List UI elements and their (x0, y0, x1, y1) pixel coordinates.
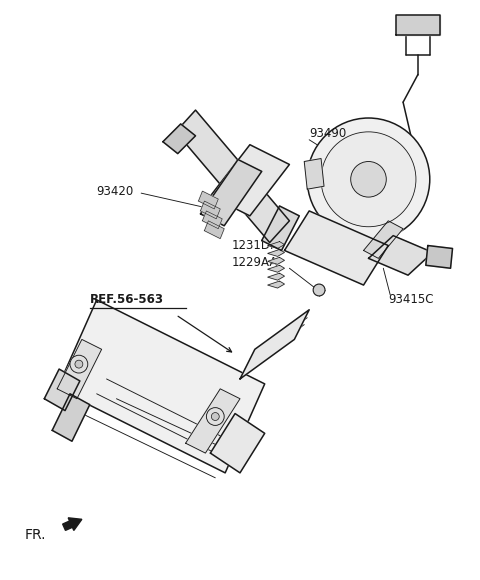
Polygon shape (426, 245, 453, 269)
Polygon shape (201, 160, 262, 226)
Polygon shape (57, 339, 102, 398)
Text: REF.56-563: REF.56-563 (90, 293, 164, 306)
Circle shape (321, 132, 416, 227)
Polygon shape (57, 300, 264, 473)
Circle shape (351, 161, 386, 197)
Polygon shape (176, 110, 289, 242)
Circle shape (206, 408, 224, 425)
Circle shape (70, 355, 88, 373)
Polygon shape (262, 206, 300, 251)
Polygon shape (268, 249, 285, 256)
Polygon shape (363, 221, 403, 258)
Text: 93420: 93420 (96, 184, 134, 198)
Text: 93490: 93490 (309, 128, 347, 140)
Circle shape (75, 360, 83, 368)
FancyArrow shape (63, 518, 82, 531)
Polygon shape (396, 15, 440, 35)
Polygon shape (201, 201, 220, 219)
Polygon shape (268, 273, 285, 280)
Polygon shape (44, 369, 80, 411)
Circle shape (313, 284, 325, 296)
Polygon shape (268, 265, 285, 272)
Polygon shape (199, 191, 218, 209)
Polygon shape (240, 310, 309, 379)
Polygon shape (268, 241, 285, 248)
Polygon shape (369, 235, 433, 275)
Polygon shape (285, 211, 388, 285)
Polygon shape (304, 158, 324, 189)
Polygon shape (163, 124, 195, 154)
Polygon shape (210, 414, 264, 473)
Polygon shape (52, 394, 90, 441)
Polygon shape (204, 221, 224, 238)
Circle shape (211, 412, 219, 420)
Text: FR.: FR. (24, 528, 46, 542)
Text: 1229AA: 1229AA (232, 256, 278, 269)
Polygon shape (268, 281, 285, 288)
Text: 1231DH: 1231DH (232, 239, 280, 252)
Polygon shape (210, 144, 289, 216)
Polygon shape (186, 389, 240, 453)
Polygon shape (268, 258, 285, 264)
Circle shape (307, 118, 430, 241)
Text: 93415C: 93415C (388, 293, 434, 306)
Polygon shape (203, 211, 222, 229)
